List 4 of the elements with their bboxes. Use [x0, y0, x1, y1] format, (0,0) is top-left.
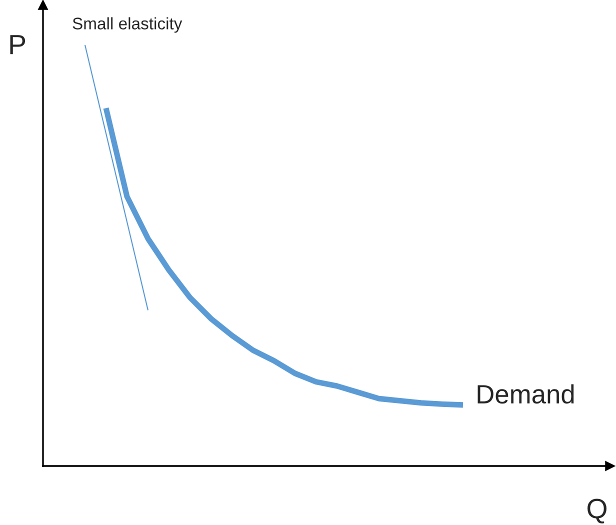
x-axis-title: Q	[588, 498, 606, 524]
series-label: Demand	[478, 384, 574, 404]
text: Small elasticity	[72, 17, 182, 33]
y-axis-title: P	[10, 35, 26, 54]
